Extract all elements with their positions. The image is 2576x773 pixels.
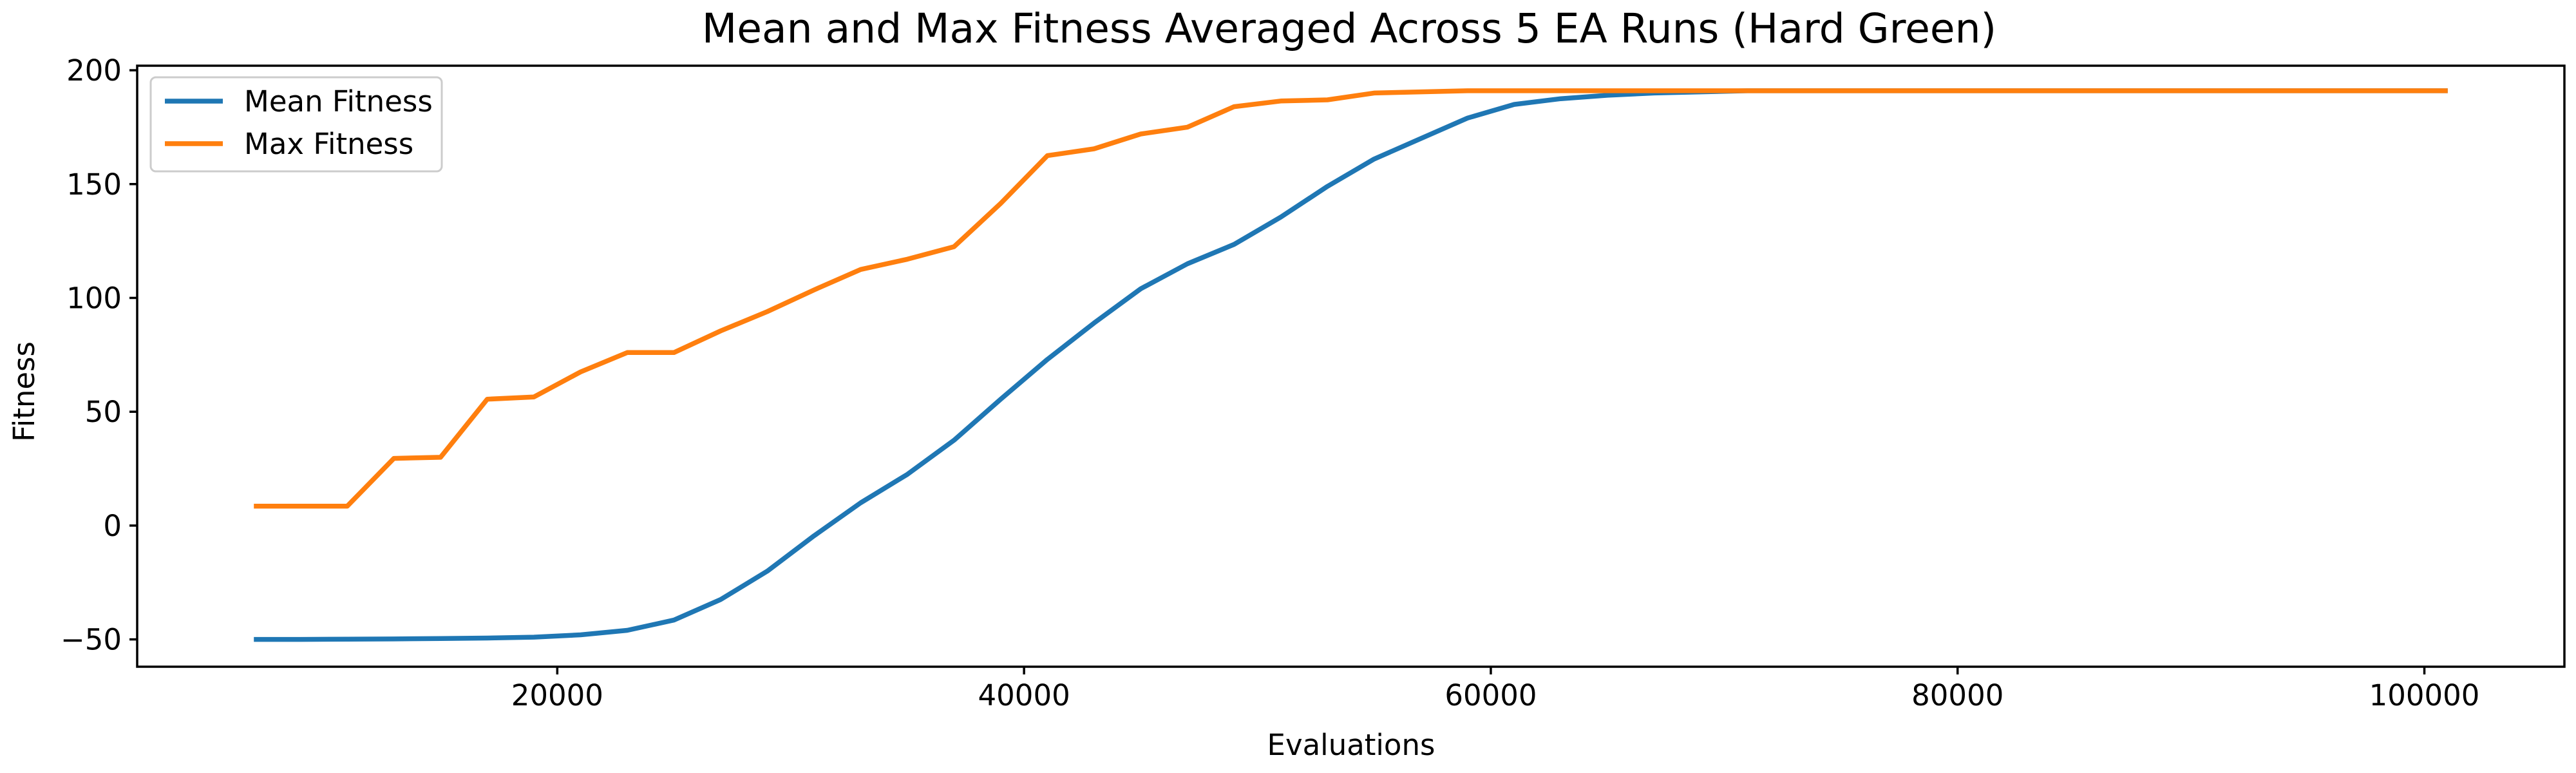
y-axis: −50 0 50 100 150 200	[61, 53, 137, 657]
x-tick-label: 100000	[2369, 678, 2480, 712]
series-line-2	[254, 88, 2448, 509]
y-tick-label: 50	[85, 395, 122, 429]
series-line-1	[254, 88, 2448, 642]
plot-lines	[254, 88, 2448, 642]
x-tick-label: 80000	[1911, 678, 2003, 712]
x-tick-label: 40000	[978, 678, 1070, 712]
legend-label-1: Mean Fitness	[244, 84, 433, 119]
x-axis: 20000 40000 60000 80000 100000	[511, 667, 2480, 712]
x-tick-label: 20000	[511, 678, 603, 712]
y-tick-label: 150	[66, 167, 122, 202]
legend-label-2: Max Fitness	[244, 127, 413, 161]
x-tick-label: 60000	[1444, 678, 1537, 712]
legend-box	[149, 76, 443, 173]
y-tick-label: 100	[66, 281, 122, 315]
chart-title: Mean and Max Fitness Averaged Across 5 E…	[702, 5, 1996, 52]
y-axis-label: Fitness	[7, 341, 41, 442]
x-axis-label: Evaluations	[1267, 728, 1435, 762]
y-tick-label: 200	[66, 53, 122, 88]
y-tick-label: −50	[61, 623, 122, 657]
plot-frame	[136, 64, 2566, 668]
y-tick-label: 0	[103, 509, 122, 543]
legend: Mean Fitness Max Fitness	[149, 76, 443, 173]
